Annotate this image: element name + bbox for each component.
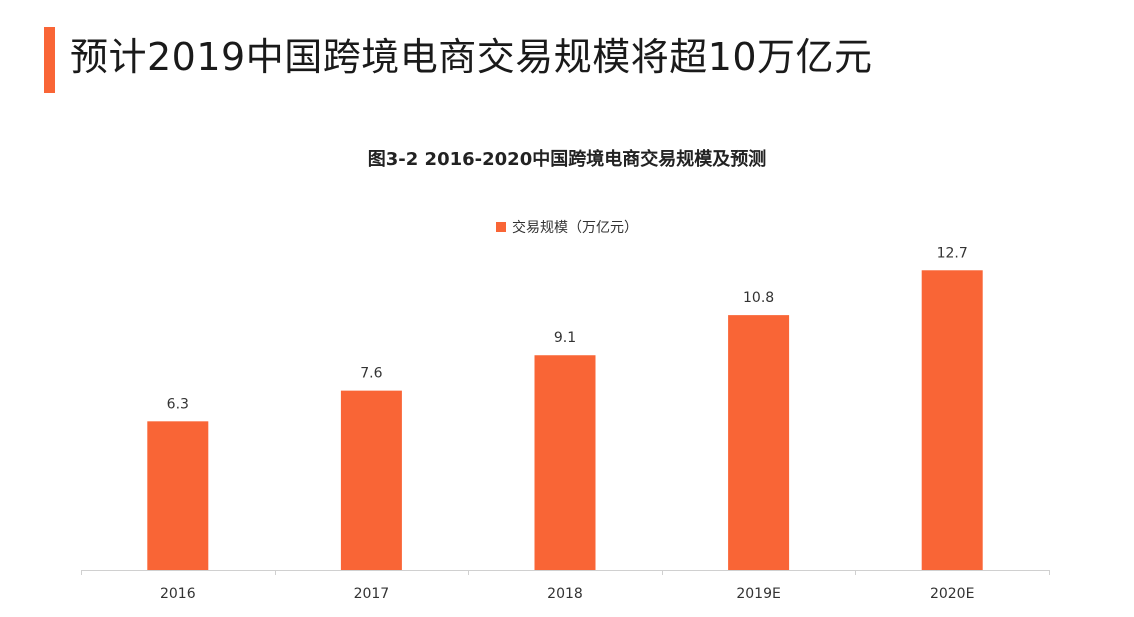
chart-legend: 交易规模（万亿元）: [0, 217, 1134, 237]
page-title: 预计2019中国跨境电商交易规模将超10万亿元: [70, 35, 873, 79]
data-label-2016: 6.3: [167, 396, 189, 412]
bar-2019E: [728, 315, 790, 570]
title-accent-bar: [44, 27, 55, 93]
bar-2016: [147, 421, 209, 570]
x-tick-label-2019E: 2019E: [736, 586, 780, 602]
chart-title: 图3-2 2016-2020中国跨境电商交易规模及预测: [367, 149, 767, 170]
x-tick-label-2016: 2016: [160, 586, 196, 602]
x-tick-label-2017: 2017: [354, 586, 390, 602]
x-tick-label-2018: 2018: [547, 586, 583, 602]
legend-label: 交易规模（万亿元）: [512, 220, 638, 236]
legend-swatch: [496, 222, 506, 232]
bar-2017: [340, 390, 402, 570]
bar-2020E: [921, 270, 983, 570]
data-label-2020E: 12.7: [937, 245, 968, 261]
data-label-2018: 9.1: [554, 330, 576, 346]
data-label-2017: 7.6: [360, 366, 382, 382]
bar-2018: [534, 355, 596, 570]
data-label-2019E: 10.8: [743, 290, 774, 306]
x-tick-label-2020E: 2020E: [930, 586, 974, 602]
